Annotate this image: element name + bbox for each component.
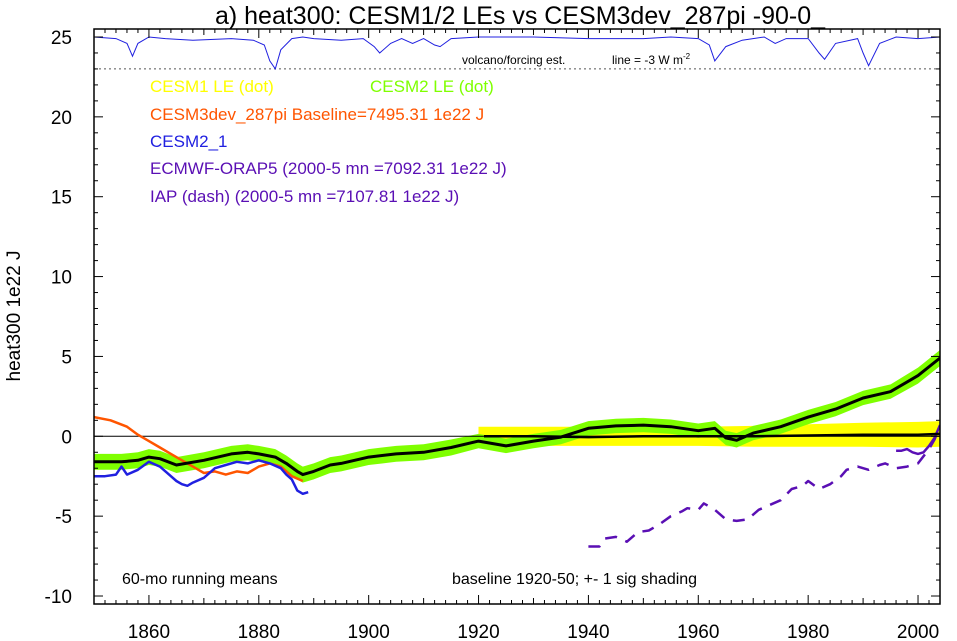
legend-entry-iap: IAP (dash) (2000-5 mn =7107.81 1e22 J) — [150, 187, 459, 206]
plot-frame — [93, 28, 941, 605]
y-tick-label: 0 — [61, 427, 72, 448]
series-lines — [94, 36, 940, 548]
y-tick-label: -10 — [45, 587, 72, 608]
y-tick-label: 5 — [61, 347, 72, 368]
y-tick-label: 15 — [51, 188, 72, 209]
x-tick-label: 2000 — [897, 622, 939, 641]
x-tick-label: 1980 — [787, 622, 829, 641]
band-cesm2-le-dot — [94, 350, 940, 483]
y-tick-label: -5 — [55, 507, 72, 528]
x-tick-label: 1920 — [457, 622, 499, 641]
y-tick-label: 20 — [51, 108, 72, 129]
baseline-note: baseline 1920-50; +- 1 sig shading — [452, 571, 697, 588]
x-tick-label: 1900 — [348, 622, 390, 641]
forcing-line-text: line = -3 W m — [612, 53, 683, 67]
legend-entry-cesm2: CESM2 LE (dot) — [370, 77, 494, 96]
forcing-line-superscript: -2 — [683, 52, 691, 61]
y-tick-label: 10 — [51, 268, 72, 289]
volcano-annotation: volcano/forcing est. — [462, 53, 565, 67]
series-ensemble-mean — [94, 356, 940, 477]
y-axis-label: heat300 1e22 J — [4, 250, 25, 381]
x-tick-label: 1960 — [677, 622, 719, 641]
legend-entry-cesm1: CESM1 LE (dot) — [150, 77, 274, 96]
series-cesm2-1 — [94, 459, 309, 496]
series-iap-dash — [588, 426, 940, 548]
legend-entry-cesm2-1: CESM2_1 — [150, 132, 227, 151]
forcing-line-annotation: line = -3 W m-2 — [612, 52, 691, 67]
running-mean-note: 60-mo running means — [122, 571, 278, 588]
legend-entry-ecmwf-orap5: ECMWF-ORAP5 (2000-5 mn =7092.31 1e22 J) — [150, 159, 507, 178]
axes: 1860 1880 1900 1920 1940 1960 1980 2000 -10 -5 0 5 1… — [45, 28, 941, 641]
series-cesm1-le-mean — [484, 432, 940, 439]
legend-entry-cesm3dev: CESM3dev_287pi Baseline=7495.31 1e22 J — [150, 105, 484, 124]
x-tick-label: 1940 — [567, 622, 609, 641]
legend: CESM1 LE (dot) CESM2 LE (dot) CESM3dev_2… — [150, 77, 507, 206]
y-tick-label: 25 — [51, 28, 72, 49]
x-tick-label: 1880 — [238, 622, 280, 641]
volcano-forcing-line — [94, 36, 940, 71]
plot-area: 1860 1880 1900 1920 1940 1960 1980 2000 -10 -5 0 5 1… — [45, 28, 941, 641]
chart-title: a) heat300: CESM1/2 LEs vs CESM3dev_287p… — [215, 2, 826, 30]
x-tick-label: 1860 — [128, 622, 170, 641]
